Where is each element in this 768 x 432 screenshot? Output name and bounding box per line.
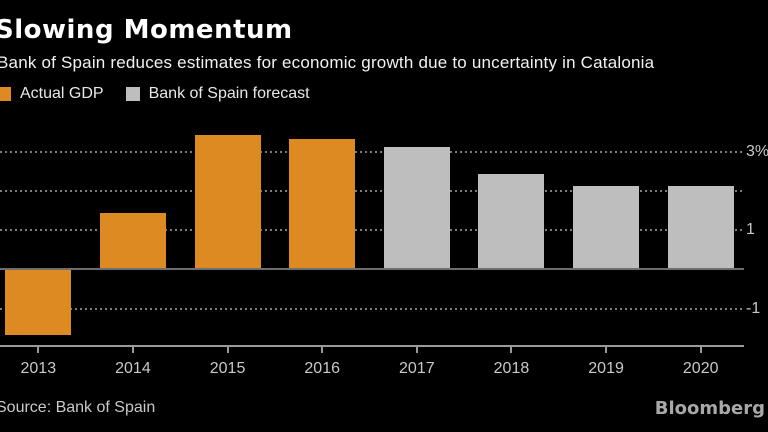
y-label--1pct: -1: [746, 299, 761, 317]
legend: Actual GDP Bank of Spain forecast: [0, 85, 310, 103]
bar-2020: [667, 185, 734, 269]
bar-2016: [289, 138, 356, 269]
legend-item-forecast: Bank of Spain forecast: [125, 85, 310, 103]
bar-2018: [478, 174, 545, 269]
bar-2013: [5, 268, 72, 336]
x-axis-line: [0, 345, 744, 347]
bar-2017: [383, 146, 450, 269]
legend-swatch-orange-icon: [0, 87, 11, 101]
bloomberg-logo: Bloomberg: [654, 398, 765, 419]
gridline-3pct: [0, 150, 744, 153]
gridline--1pct: [0, 307, 744, 310]
x-tick-2016: [321, 347, 324, 353]
x-label-2017: 2017: [399, 360, 435, 377]
x-tick-2014: [131, 347, 134, 353]
source-note: Source: Bank of Spain: [0, 399, 156, 416]
legend-label: Actual GDP: [20, 85, 104, 102]
bar-2019: [573, 185, 640, 269]
bar-2015: [194, 134, 261, 269]
x-label-2015: 2015: [209, 360, 246, 377]
chart-subtitle: Bank of Spain reduces estimates for econ…: [0, 53, 655, 72]
x-tick-2019: [605, 347, 608, 353]
x-tick-2020: [699, 347, 702, 353]
zero-baseline: [0, 267, 744, 270]
legend-label: Bank of Spain forecast: [148, 85, 310, 102]
gridline-2pct: [0, 189, 744, 192]
x-tick-2013: [37, 347, 40, 353]
x-label-2020: 2020: [682, 360, 719, 377]
legend-swatch-gray-icon: [125, 87, 140, 101]
gridline-1pct: [0, 229, 744, 232]
chart-title: Slowing Momentum: [0, 15, 293, 45]
x-label-2014: 2014: [115, 360, 151, 377]
x-label-2016: 2016: [304, 360, 340, 377]
x-tick-2015: [226, 347, 229, 353]
x-label-2019: 2019: [588, 360, 624, 377]
x-label-2013: 2013: [20, 360, 57, 377]
y-label-3pct: 3%: [746, 142, 768, 160]
legend-item-actual-gdp: Actual GDP: [0, 85, 104, 103]
y-label-1pct: 1: [746, 221, 755, 239]
bar-2014: [99, 213, 166, 269]
x-tick-2017: [415, 347, 418, 353]
x-tick-2018: [510, 347, 513, 353]
x-label-2018: 2018: [493, 360, 530, 377]
